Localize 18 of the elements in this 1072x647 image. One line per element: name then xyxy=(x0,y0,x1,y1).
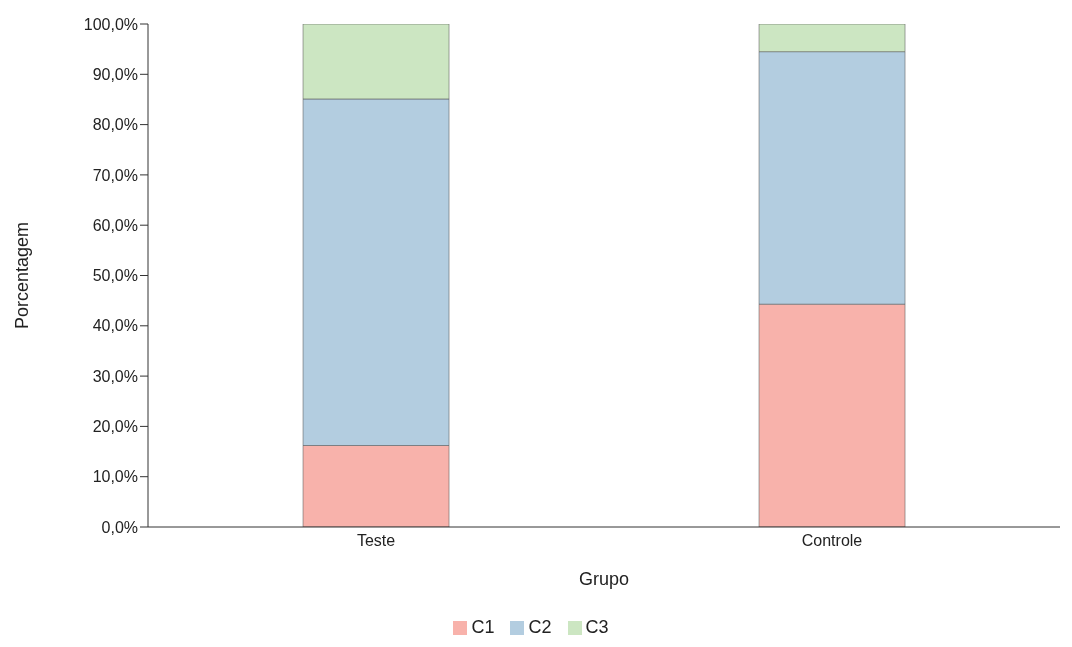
y-tick-label: 40,0% xyxy=(92,317,138,335)
legend-label: C2 xyxy=(528,617,552,637)
y-tick-label: 70,0% xyxy=(92,166,138,184)
y-tick-label: 100,0% xyxy=(83,15,138,33)
legend-label: C3 xyxy=(585,617,609,637)
y-tick-label: 60,0% xyxy=(92,216,138,234)
x-tick-label: Controle xyxy=(801,532,863,550)
y-axis-title: Porcentagem xyxy=(12,221,33,330)
legend-label: C1 xyxy=(471,617,495,637)
y-tick-label: 80,0% xyxy=(92,116,138,134)
y-tick-label: 50,0% xyxy=(92,267,138,285)
y-tick-label: 10,0% xyxy=(92,468,138,486)
y-tick-label: 20,0% xyxy=(92,418,138,436)
y-tick-label: 0,0% xyxy=(101,518,138,536)
x-axis-title: Grupo xyxy=(578,569,630,589)
y-tick-label: 30,0% xyxy=(92,367,138,385)
x-tick-label: Teste xyxy=(356,532,396,550)
y-tick-label: 90,0% xyxy=(92,65,138,83)
